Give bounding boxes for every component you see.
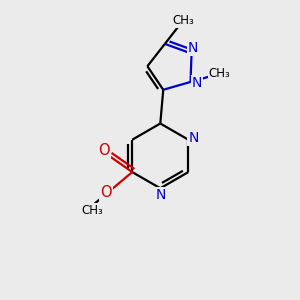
Text: N: N [188,41,198,55]
Text: CH₃: CH₃ [209,67,231,80]
Text: N: N [156,188,166,202]
Text: N: N [188,131,199,145]
Text: O: O [98,143,110,158]
Text: CH₃: CH₃ [82,204,103,217]
Text: O: O [100,185,112,200]
Text: CH₃: CH₃ [172,14,194,27]
Text: N: N [192,76,202,90]
